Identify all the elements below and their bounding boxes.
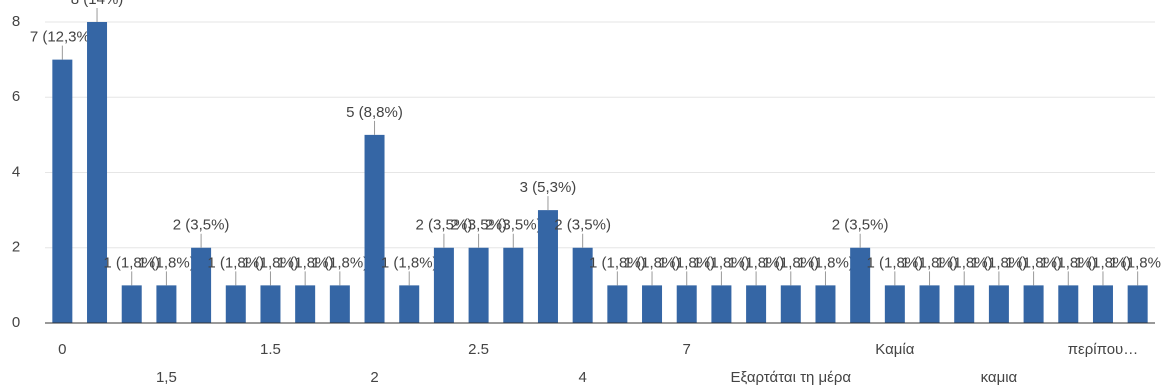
bar — [87, 22, 108, 323]
data-label: 2 (3,5%) — [450, 217, 507, 234]
data-label: 1 (1,8%) — [242, 254, 299, 271]
data-label: 2 (3,5%) — [554, 217, 611, 234]
data-label: 1 (1,8%) — [797, 254, 854, 271]
bar — [364, 134, 385, 323]
y-tick-label: 6 — [12, 88, 20, 105]
data-label: 1 (1,8%) — [103, 254, 160, 271]
data-label: 1 (1,8%) — [277, 254, 334, 271]
bar — [52, 59, 73, 323]
data-label: 1 (1,8%) — [658, 254, 715, 271]
bar — [1127, 285, 1148, 323]
data-label: 1 (1,8%) — [624, 254, 681, 271]
data-label: 1 (1,8%) — [138, 254, 195, 271]
data-label: 1 (1,8%) — [1005, 254, 1062, 271]
bar — [1058, 285, 1079, 323]
bar — [537, 210, 558, 323]
data-label: 2 (3,5%) — [416, 217, 473, 234]
x-tick-label: 7 — [683, 341, 691, 358]
bar — [746, 285, 767, 323]
data-label: 1 (1,8%) — [866, 254, 923, 271]
bar — [433, 247, 454, 323]
bar — [399, 285, 420, 323]
x-tick-label: 2 — [370, 369, 378, 386]
bar — [1092, 285, 1113, 323]
bar — [468, 247, 489, 323]
data-label: 1 (1,8%) — [1109, 254, 1161, 271]
bar — [815, 285, 836, 323]
data-label: 8 (14%) — [71, 0, 124, 8]
x-tick-label: 1,5 — [156, 369, 177, 386]
bar — [884, 285, 905, 323]
data-label: 1 (1,8%) — [381, 254, 438, 271]
x-tick-label: Καμία — [875, 341, 914, 358]
x-tick-label: καμια — [981, 369, 1018, 386]
bar — [711, 285, 732, 323]
data-label: 1 (1,8%) — [971, 254, 1028, 271]
x-tick-label: 0 — [58, 341, 66, 358]
bar — [260, 285, 281, 323]
bar — [225, 285, 246, 323]
x-tick-label: 1.5 — [260, 341, 281, 358]
data-label: 2 (3,5%) — [485, 217, 542, 234]
data-label: 1 (1,8%) — [1040, 254, 1097, 271]
bar — [329, 285, 350, 323]
x-tick-label: περίπου… — [1068, 341, 1139, 358]
data-label: 1 (1,8%) — [901, 254, 958, 271]
data-label: 1 (1,8%) — [936, 254, 993, 271]
x-tick-label: Εξαρτάται τη μέρα — [731, 369, 852, 386]
bar — [503, 247, 524, 323]
data-label: 1 (1,8%) — [207, 254, 264, 271]
x-tick-label: 4 — [578, 369, 586, 386]
data-label: 1 (1,8%) — [693, 254, 750, 271]
bar — [988, 285, 1009, 323]
bar — [780, 285, 801, 323]
bar — [954, 285, 975, 323]
data-label: 2 (3,5%) — [832, 217, 889, 234]
x-tick-label: 2.5 — [468, 341, 489, 358]
bar — [121, 285, 142, 323]
bar — [850, 247, 871, 323]
bar — [607, 285, 628, 323]
y-tick-label: 4 — [12, 163, 20, 180]
y-tick-label: 8 — [12, 13, 20, 30]
data-label: 1 (1,8%) — [728, 254, 785, 271]
y-tick-label: 0 — [12, 314, 20, 331]
bar — [191, 247, 212, 323]
data-label: 5 (8,8%) — [346, 104, 403, 121]
bar — [642, 285, 663, 323]
data-label: 1 (1,8%) — [589, 254, 646, 271]
data-label: 3 (5,3%) — [520, 179, 577, 196]
y-tick-label: 2 — [12, 239, 20, 256]
data-label: 1 (1,8%) — [311, 254, 368, 271]
data-label: 1 (1,8%) — [762, 254, 819, 271]
bar — [919, 285, 940, 323]
bar — [156, 285, 177, 323]
bar — [572, 247, 593, 323]
bar — [295, 285, 316, 323]
data-label: 1 (1,8%) — [1075, 254, 1132, 271]
bar — [1023, 285, 1044, 323]
data-label: 2 (3,5%) — [173, 217, 230, 234]
bar — [676, 285, 697, 323]
data-label: 7 (12,3%) — [30, 29, 95, 46]
